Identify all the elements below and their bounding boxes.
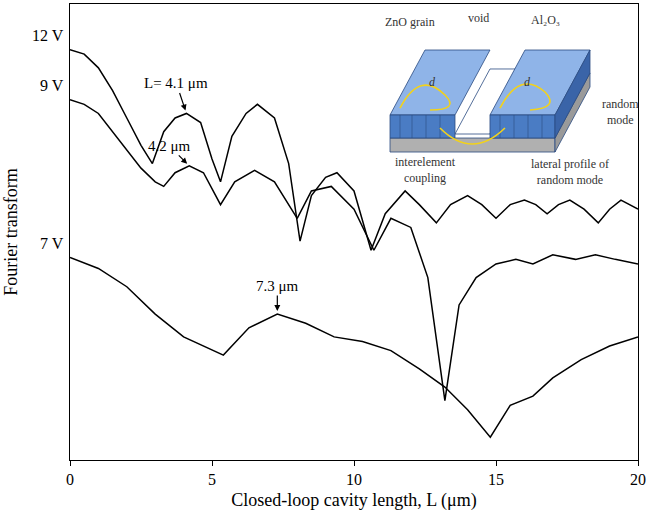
- svg-text:9 V: 9 V: [40, 77, 64, 94]
- svg-text:15: 15: [488, 471, 504, 488]
- svg-text:20: 20: [630, 471, 646, 488]
- svg-text:d: d: [524, 75, 531, 89]
- svg-text:d: d: [429, 75, 436, 89]
- svg-text:0: 0: [66, 471, 74, 488]
- svg-text:5: 5: [208, 471, 216, 488]
- svg-text:10: 10: [346, 471, 362, 488]
- svg-text:Fourier transform: Fourier transform: [1, 168, 21, 295]
- svg-text:lateral profile ofrandom mode: lateral profile ofrandom mode: [531, 157, 609, 187]
- svg-text:7.3 μm: 7.3 μm: [256, 278, 299, 294]
- svg-text:L= 4.1 μm: L= 4.1 μm: [144, 75, 208, 91]
- svg-text:Al₂O₃: Al₂O₃: [531, 13, 560, 27]
- svg-text:12 V: 12 V: [32, 27, 64, 44]
- svg-text:interelementcoupling: interelementcoupling: [395, 155, 456, 185]
- svg-text:void: void: [468, 11, 489, 25]
- svg-text:4.2 μm: 4.2 μm: [148, 138, 191, 154]
- svg-text:7 V: 7 V: [40, 235, 64, 252]
- svg-text:Closed-loop cavity length, L (: Closed-loop cavity length, L (μm): [231, 490, 476, 511]
- svg-text:randommode: randommode: [602, 97, 639, 127]
- svg-text:ZnO grain: ZnO grain: [385, 15, 435, 29]
